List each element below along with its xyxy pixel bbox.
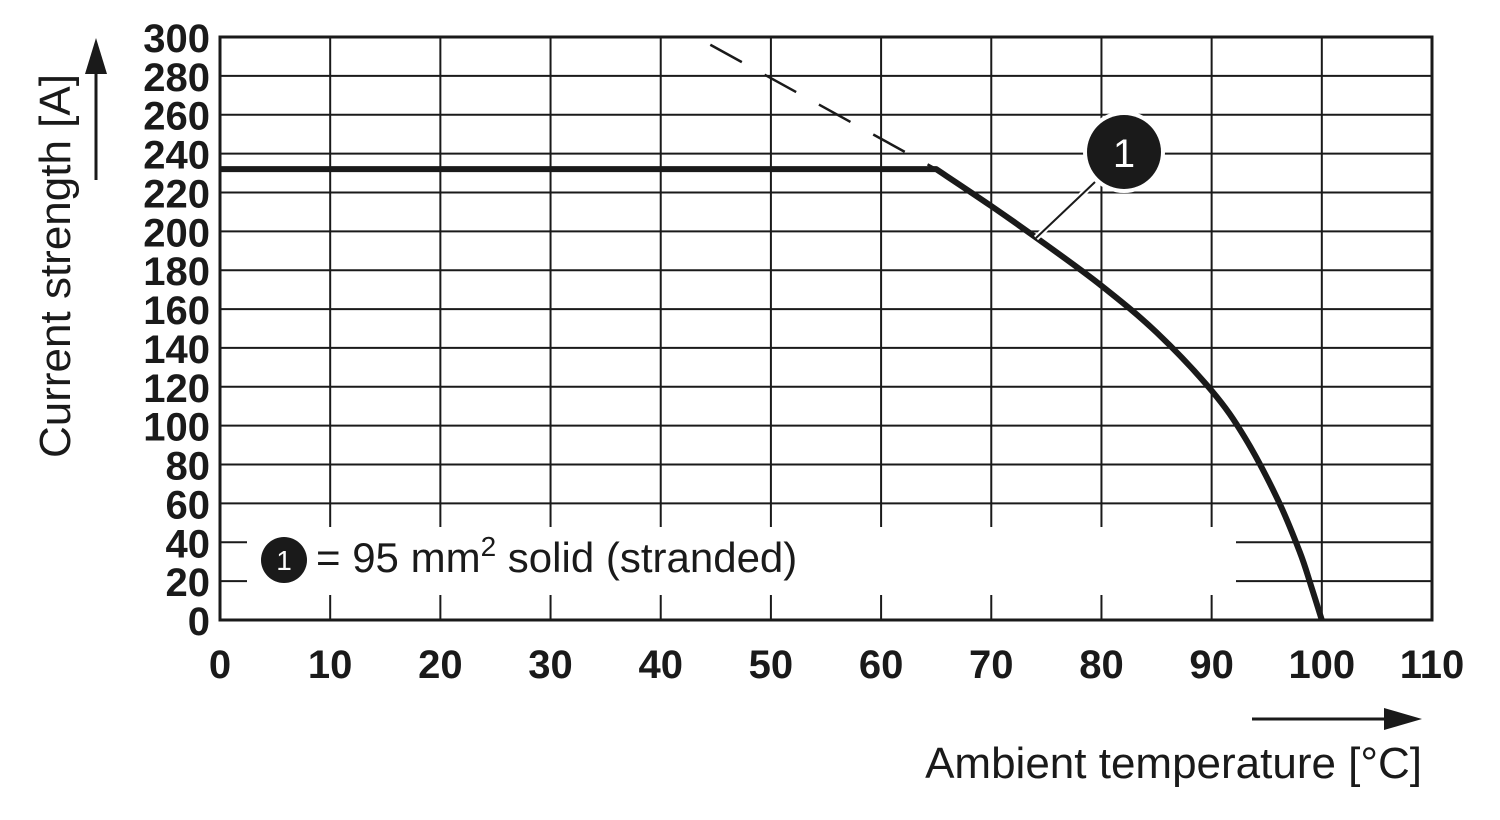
y-tick-label: 260 — [143, 95, 210, 139]
callout-leader-line-inner — [1035, 181, 1096, 239]
y-axis-arrow-head — [85, 38, 107, 74]
x-tick-label: 50 — [749, 643, 794, 687]
x-tick-label: 100 — [1288, 643, 1355, 687]
y-tick-label: 120 — [143, 367, 210, 411]
x-tick-label: 10 — [308, 643, 353, 687]
callout-badge — [1087, 115, 1161, 189]
y-tick-label: 0 — [188, 600, 210, 644]
y-tick-label: 40 — [166, 522, 211, 566]
x-tick-label: 0 — [209, 643, 231, 687]
y-tick-label: 100 — [143, 406, 210, 450]
series-line-dashed-extension — [709, 43, 937, 171]
y-tick-label: 180 — [143, 250, 210, 294]
y-tick-labels: 0204060801001201401601802002202402602803… — [143, 17, 210, 644]
x-tick-label: 20 — [418, 643, 463, 687]
x-tick-label: 40 — [638, 643, 683, 687]
x-tick-label: 110 — [1400, 643, 1465, 687]
y-tick-label: 160 — [143, 289, 210, 333]
x-tick-label: 80 — [1079, 643, 1124, 687]
x-tick-label: 70 — [969, 643, 1014, 687]
x-axis-title: Ambient temperature [°C] — [925, 739, 1422, 788]
y-tick-label: 220 — [143, 172, 210, 216]
x-tick-label: 90 — [1189, 643, 1234, 687]
y-tick-label: 200 — [143, 211, 210, 255]
chart-series — [220, 43, 1325, 621]
curve-callout: 1 — [1033, 111, 1165, 241]
y-tick-label: 280 — [143, 56, 210, 100]
y-tick-label: 240 — [143, 134, 210, 178]
series-line-derating-curve — [220, 166, 1325, 621]
legend-text-superscript: 2 — [481, 531, 497, 562]
x-axis-arrow-head — [1384, 708, 1422, 730]
legend-marker-label: 1 — [276, 545, 292, 576]
x-tick-label: 30 — [528, 643, 573, 687]
y-tick-label: 80 — [166, 445, 211, 489]
y-tick-label: 140 — [143, 328, 210, 372]
callout-badge-label: 1 — [1113, 132, 1135, 176]
plot-frame — [218, 35, 1434, 622]
x-tick-labels: 0 10 20 30 40 50 60 70 80 90 100 110 — [209, 643, 1464, 687]
y-tick-label: 60 — [166, 483, 211, 527]
y-axis-title: Current strength [A] — [31, 74, 80, 458]
x-tick-label: 60 — [859, 643, 904, 687]
legend-text-prefix: = 95 mm — [316, 534, 481, 581]
legend-text-suffix: solid (stranded) — [496, 534, 797, 581]
y-tick-label: 300 — [143, 17, 210, 61]
y-tick-label: 20 — [166, 561, 211, 605]
legend-marker-badge — [261, 537, 307, 583]
legend: 1 = 95 mm2 solid (stranded) — [247, 527, 1236, 595]
legend-text: = 95 mm2 solid (stranded) — [316, 531, 797, 581]
legend-box — [247, 527, 1236, 595]
